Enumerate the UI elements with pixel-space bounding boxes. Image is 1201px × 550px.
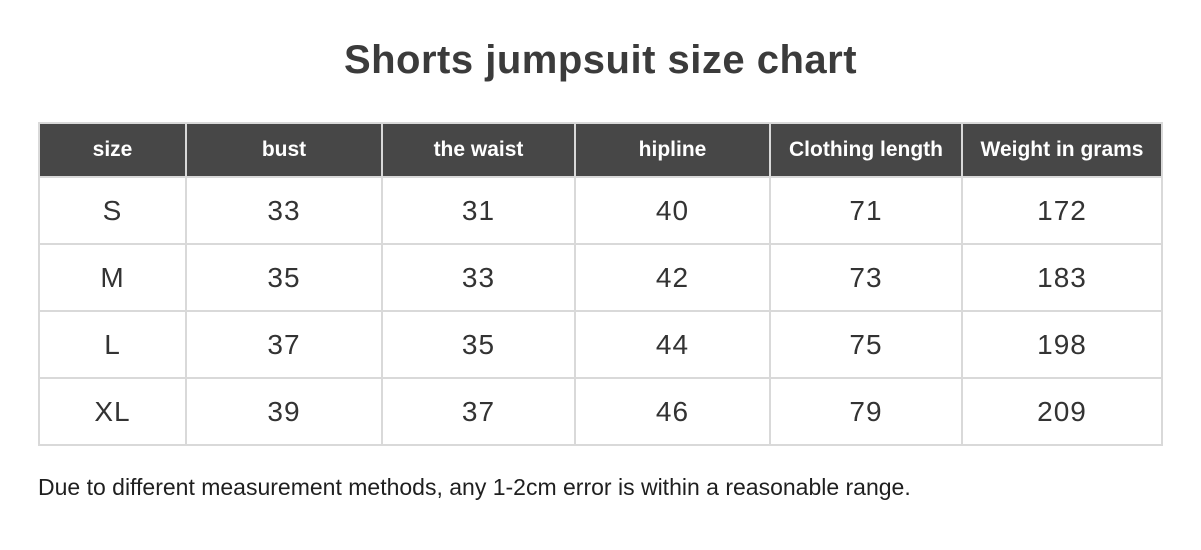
table-row-l: L 37 35 44 75 198 xyxy=(38,310,1163,379)
cell-weight: 172 xyxy=(961,176,1163,245)
cell-clothing-length: 79 xyxy=(769,377,963,446)
header-cell-hipline: hipline xyxy=(574,122,771,178)
cell-bust: 35 xyxy=(185,243,383,312)
table-row-xl: XL 39 37 46 79 209 xyxy=(38,377,1163,446)
header-cell-size: size xyxy=(38,122,187,178)
cell-weight: 198 xyxy=(961,310,1163,379)
cell-size: M xyxy=(38,243,187,312)
header-cell-waist: the waist xyxy=(381,122,576,178)
cell-clothing-length: 75 xyxy=(769,310,963,379)
cell-waist: 37 xyxy=(381,377,576,446)
cell-size: XL xyxy=(38,377,187,446)
cell-weight: 209 xyxy=(961,377,1163,446)
cell-waist: 33 xyxy=(381,243,576,312)
measurement-disclaimer: Due to different measurement methods, an… xyxy=(38,474,911,500)
cell-hipline: 46 xyxy=(574,377,771,446)
table-row-m: M 35 33 42 73 183 xyxy=(38,243,1163,312)
cell-bust: 37 xyxy=(185,310,383,379)
cell-size: S xyxy=(38,176,187,245)
header-cell-bust: bust xyxy=(185,122,383,178)
table-row-s: S 33 31 40 71 172 xyxy=(38,176,1163,245)
cell-hipline: 42 xyxy=(574,243,771,312)
cell-bust: 39 xyxy=(185,377,383,446)
size-chart-table: size bust the waist hipline Clothing len… xyxy=(38,122,1163,446)
header-row: size bust the waist hipline Clothing len… xyxy=(38,122,1163,178)
cell-weight: 183 xyxy=(961,243,1163,312)
cell-bust: 33 xyxy=(185,176,383,245)
cell-waist: 31 xyxy=(381,176,576,245)
cell-hipline: 40 xyxy=(574,176,771,245)
header-cell-weight: Weight in grams xyxy=(961,122,1163,178)
cell-clothing-length: 73 xyxy=(769,243,963,312)
cell-clothing-length: 71 xyxy=(769,176,963,245)
header-cell-clothing-length: Clothing length xyxy=(769,122,963,178)
cell-hipline: 44 xyxy=(574,310,771,379)
cell-waist: 35 xyxy=(381,310,576,379)
page-title: Shorts jumpsuit size chart xyxy=(343,38,858,82)
cell-size: L xyxy=(38,310,187,379)
